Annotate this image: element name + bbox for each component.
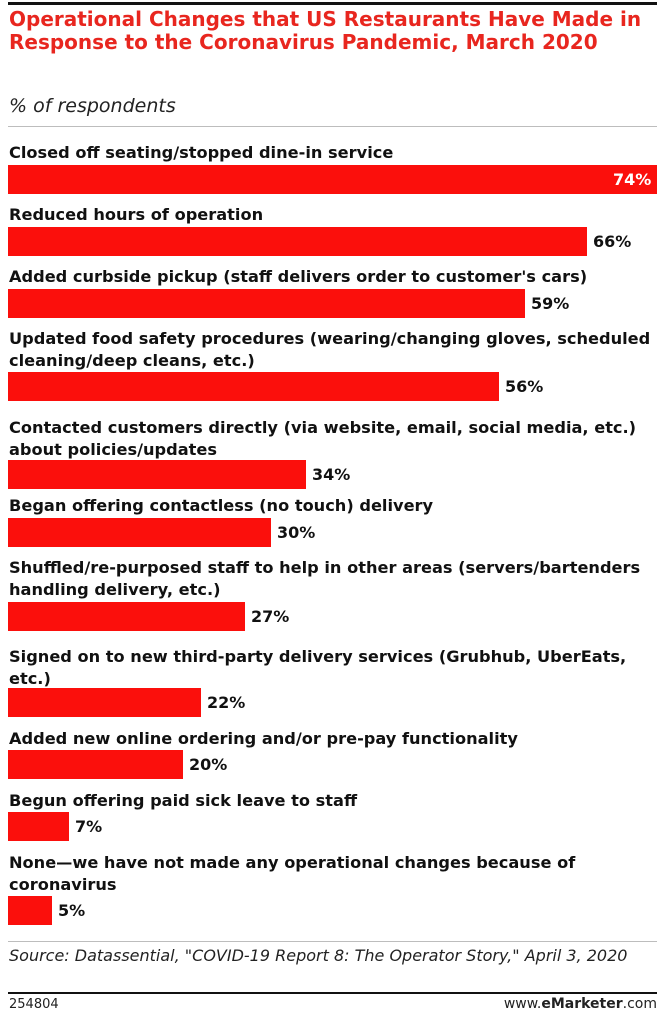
bar bbox=[8, 289, 525, 318]
footer-divider bbox=[8, 941, 657, 942]
category-label: Shuffled/re-purposed staff to help in ot… bbox=[9, 558, 641, 599]
value-label: 56% bbox=[505, 377, 544, 396]
category-label: Contacted customers directly (via websit… bbox=[9, 418, 637, 459]
value-label: 74% bbox=[613, 170, 652, 189]
value-label: 27% bbox=[251, 607, 290, 626]
category-label: None—we have not made any operational ch… bbox=[9, 853, 576, 894]
category-label: Begun offering paid sick leave to staff bbox=[9, 791, 358, 810]
value-label: 66% bbox=[593, 232, 632, 251]
brand-name: eMarketer bbox=[541, 996, 623, 1012]
category-label: Updated food safety procedures (wearing/… bbox=[9, 329, 651, 370]
bar bbox=[8, 372, 499, 401]
source-note: Source: Datassential, "COVID-19 Report 8… bbox=[9, 946, 628, 965]
category-label: Added new online ordering and/or pre-pay… bbox=[9, 729, 518, 748]
bar bbox=[8, 602, 245, 631]
value-label: 7% bbox=[75, 817, 103, 836]
category-label: Began offering contactless (no touch) de… bbox=[9, 496, 434, 515]
category-label: Closed off seating/stopped dine-in servi… bbox=[9, 143, 394, 162]
value-label: 20% bbox=[189, 755, 228, 774]
value-label: 59% bbox=[531, 294, 570, 313]
bar bbox=[8, 227, 587, 256]
header-divider bbox=[8, 126, 657, 127]
chart-subtitle: % of respondents bbox=[9, 95, 176, 117]
bar bbox=[8, 688, 201, 717]
bottom-rule bbox=[8, 992, 657, 994]
brand-suffix: .com bbox=[622, 996, 657, 1012]
brand-footer: www.eMarketer.com bbox=[504, 996, 657, 1012]
bar bbox=[8, 460, 306, 489]
value-label: 5% bbox=[58, 901, 86, 920]
value-label: 22% bbox=[207, 693, 246, 712]
brand-prefix: www. bbox=[503, 996, 542, 1012]
category-label: Signed on to new third-party delivery se… bbox=[9, 647, 627, 688]
bar bbox=[8, 750, 183, 779]
chart-title: Operational Changes that US Restaurants … bbox=[9, 7, 642, 54]
category-label: Added curbside pickup (staff delivers or… bbox=[9, 267, 588, 286]
bar bbox=[8, 896, 52, 925]
value-label: 34% bbox=[312, 465, 351, 484]
bar bbox=[8, 518, 271, 547]
top-rule bbox=[8, 2, 657, 5]
value-label: 30% bbox=[277, 523, 316, 542]
chart-id: 254804 bbox=[9, 997, 59, 1012]
bar bbox=[8, 812, 69, 841]
bar bbox=[8, 165, 657, 194]
category-label: Reduced hours of operation bbox=[9, 205, 264, 224]
